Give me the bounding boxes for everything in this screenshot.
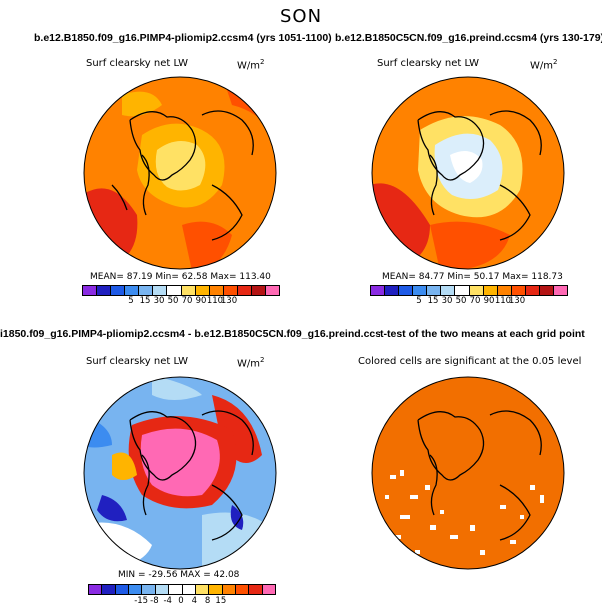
colorbar-swatch	[455, 286, 470, 295]
colorbar-swatch	[371, 286, 386, 295]
colorbar-swatch	[125, 286, 140, 295]
colorbar-label: 30	[441, 296, 453, 306]
panel-2-stats: MEAN= 84.77 Min= 50.17 Max= 118.73	[382, 272, 563, 282]
colorbar-label: 110	[206, 296, 224, 306]
colorbar-swatch	[209, 286, 224, 295]
panel-3-polar-map	[83, 376, 277, 570]
panel-2-polar-map	[371, 76, 565, 270]
colorbar-swatch	[385, 286, 400, 295]
colorbar-label: 15	[139, 296, 151, 306]
panel-1-colorbar-labels: 5 15 30 50 70 90 110 130	[82, 296, 278, 308]
colorbar-swatch	[182, 585, 196, 594]
colorbar-swatch	[469, 286, 484, 295]
colorbar-swatch	[167, 286, 182, 295]
colorbar-label: 8	[204, 596, 211, 606]
colorbar-swatch	[195, 286, 210, 295]
colorbar-label: 5	[416, 296, 422, 306]
panel-1-colorbar	[82, 285, 280, 296]
colorbar-swatch	[249, 585, 263, 594]
colorbar-swatch	[83, 286, 98, 295]
colorbar-label: -4	[163, 596, 172, 606]
colorbar-label: 30	[153, 296, 165, 306]
colorbar-swatch	[139, 286, 154, 295]
colorbar-label: 130	[508, 296, 526, 306]
colorbar-swatch	[511, 286, 526, 295]
panel-2-colorbar-labels: 5 15 30 50 70 90 110 130	[370, 296, 566, 308]
colorbar-label: -15	[134, 596, 149, 606]
panel-1-units: W/m2	[237, 58, 265, 72]
colorbar-label: 0	[178, 596, 184, 606]
panel-3-title: i1850.f09_g16.PIMP4-pliomip2.ccsm4 - b.e…	[0, 328, 380, 340]
colorbar-label: 15	[215, 596, 227, 606]
colorbar-swatch	[266, 286, 280, 295]
colorbar-swatch	[235, 585, 250, 594]
colorbar-label: 50	[167, 296, 179, 306]
colorbar-swatch	[483, 286, 498, 295]
colorbar-swatch	[554, 286, 568, 295]
colorbar-swatch	[539, 286, 555, 295]
panel-3-stats: MIN = -29.56 MAX = 42.08	[118, 570, 240, 580]
colorbar-label: 70	[469, 296, 481, 306]
colorbar-label: 70	[181, 296, 193, 306]
colorbar-label: 4	[191, 596, 197, 606]
panel-3-colorbar	[88, 584, 276, 595]
panel-3-variable: Surf clearsky net LW	[86, 356, 189, 367]
colorbar-swatch	[169, 585, 183, 594]
colorbar-swatch	[181, 286, 196, 295]
colorbar-swatch	[111, 286, 126, 295]
colorbar-swatch	[129, 585, 143, 594]
panel-4-note: Colored cells are significant at the 0.0…	[358, 356, 582, 367]
panel-2-variable: Surf clearsky net LW	[377, 58, 480, 69]
panel-1-variable: Surf clearsky net LW	[86, 58, 189, 69]
colorbar-swatch	[102, 585, 116, 594]
panel-3-colorbar-labels: -15 -8 -4 0 4 8 15	[88, 596, 274, 608]
colorbar-label: 50	[455, 296, 467, 306]
colorbar-swatch	[441, 286, 456, 295]
panel-4-title: t-test of the two means at each grid poi…	[380, 328, 585, 340]
colorbar-label: 90	[483, 296, 495, 306]
figure-title: SON	[279, 6, 323, 27]
panel-4-polar-map	[371, 376, 565, 570]
colorbar-label: 15	[427, 296, 439, 306]
panel-1-stats: MEAN= 87.19 Min= 62.58 Max= 113.40	[90, 272, 271, 282]
colorbar-swatch	[497, 286, 512, 295]
colorbar-swatch	[525, 286, 540, 295]
colorbar-swatch	[209, 585, 223, 594]
colorbar-label: -8	[150, 596, 159, 606]
colorbar-swatch	[427, 286, 442, 295]
colorbar-swatch	[115, 585, 130, 594]
colorbar-swatch	[223, 286, 238, 295]
panel-1-title: b.e12.B1850.f09_g16.PIMP4-pliomip2.ccsm4…	[34, 32, 332, 44]
colorbar-swatch	[89, 585, 103, 594]
panel-2-colorbar	[370, 285, 568, 296]
colorbar-label: 130	[220, 296, 238, 306]
colorbar-swatch	[262, 585, 276, 594]
colorbar-label: 5	[128, 296, 134, 306]
panel-2-title: b.e12.B1850C5CN.f09_g16.preind.ccsm4 (yr…	[335, 32, 602, 44]
colorbar-label: 90	[195, 296, 207, 306]
colorbar-swatch	[237, 286, 252, 295]
colorbar-swatch	[97, 286, 112, 295]
panel-3-units: W/m2	[237, 356, 265, 370]
colorbar-swatch	[251, 286, 267, 295]
colorbar-swatch	[142, 585, 156, 594]
colorbar-swatch	[413, 286, 428, 295]
panel-2-units: W/m2	[530, 58, 558, 72]
colorbar-label: 110	[494, 296, 512, 306]
panel-1-polar-map	[83, 76, 277, 270]
colorbar-swatch	[155, 585, 170, 594]
colorbar-swatch	[399, 286, 414, 295]
colorbar-swatch	[153, 286, 168, 295]
colorbar-swatch	[195, 585, 210, 594]
colorbar-swatch	[222, 585, 236, 594]
